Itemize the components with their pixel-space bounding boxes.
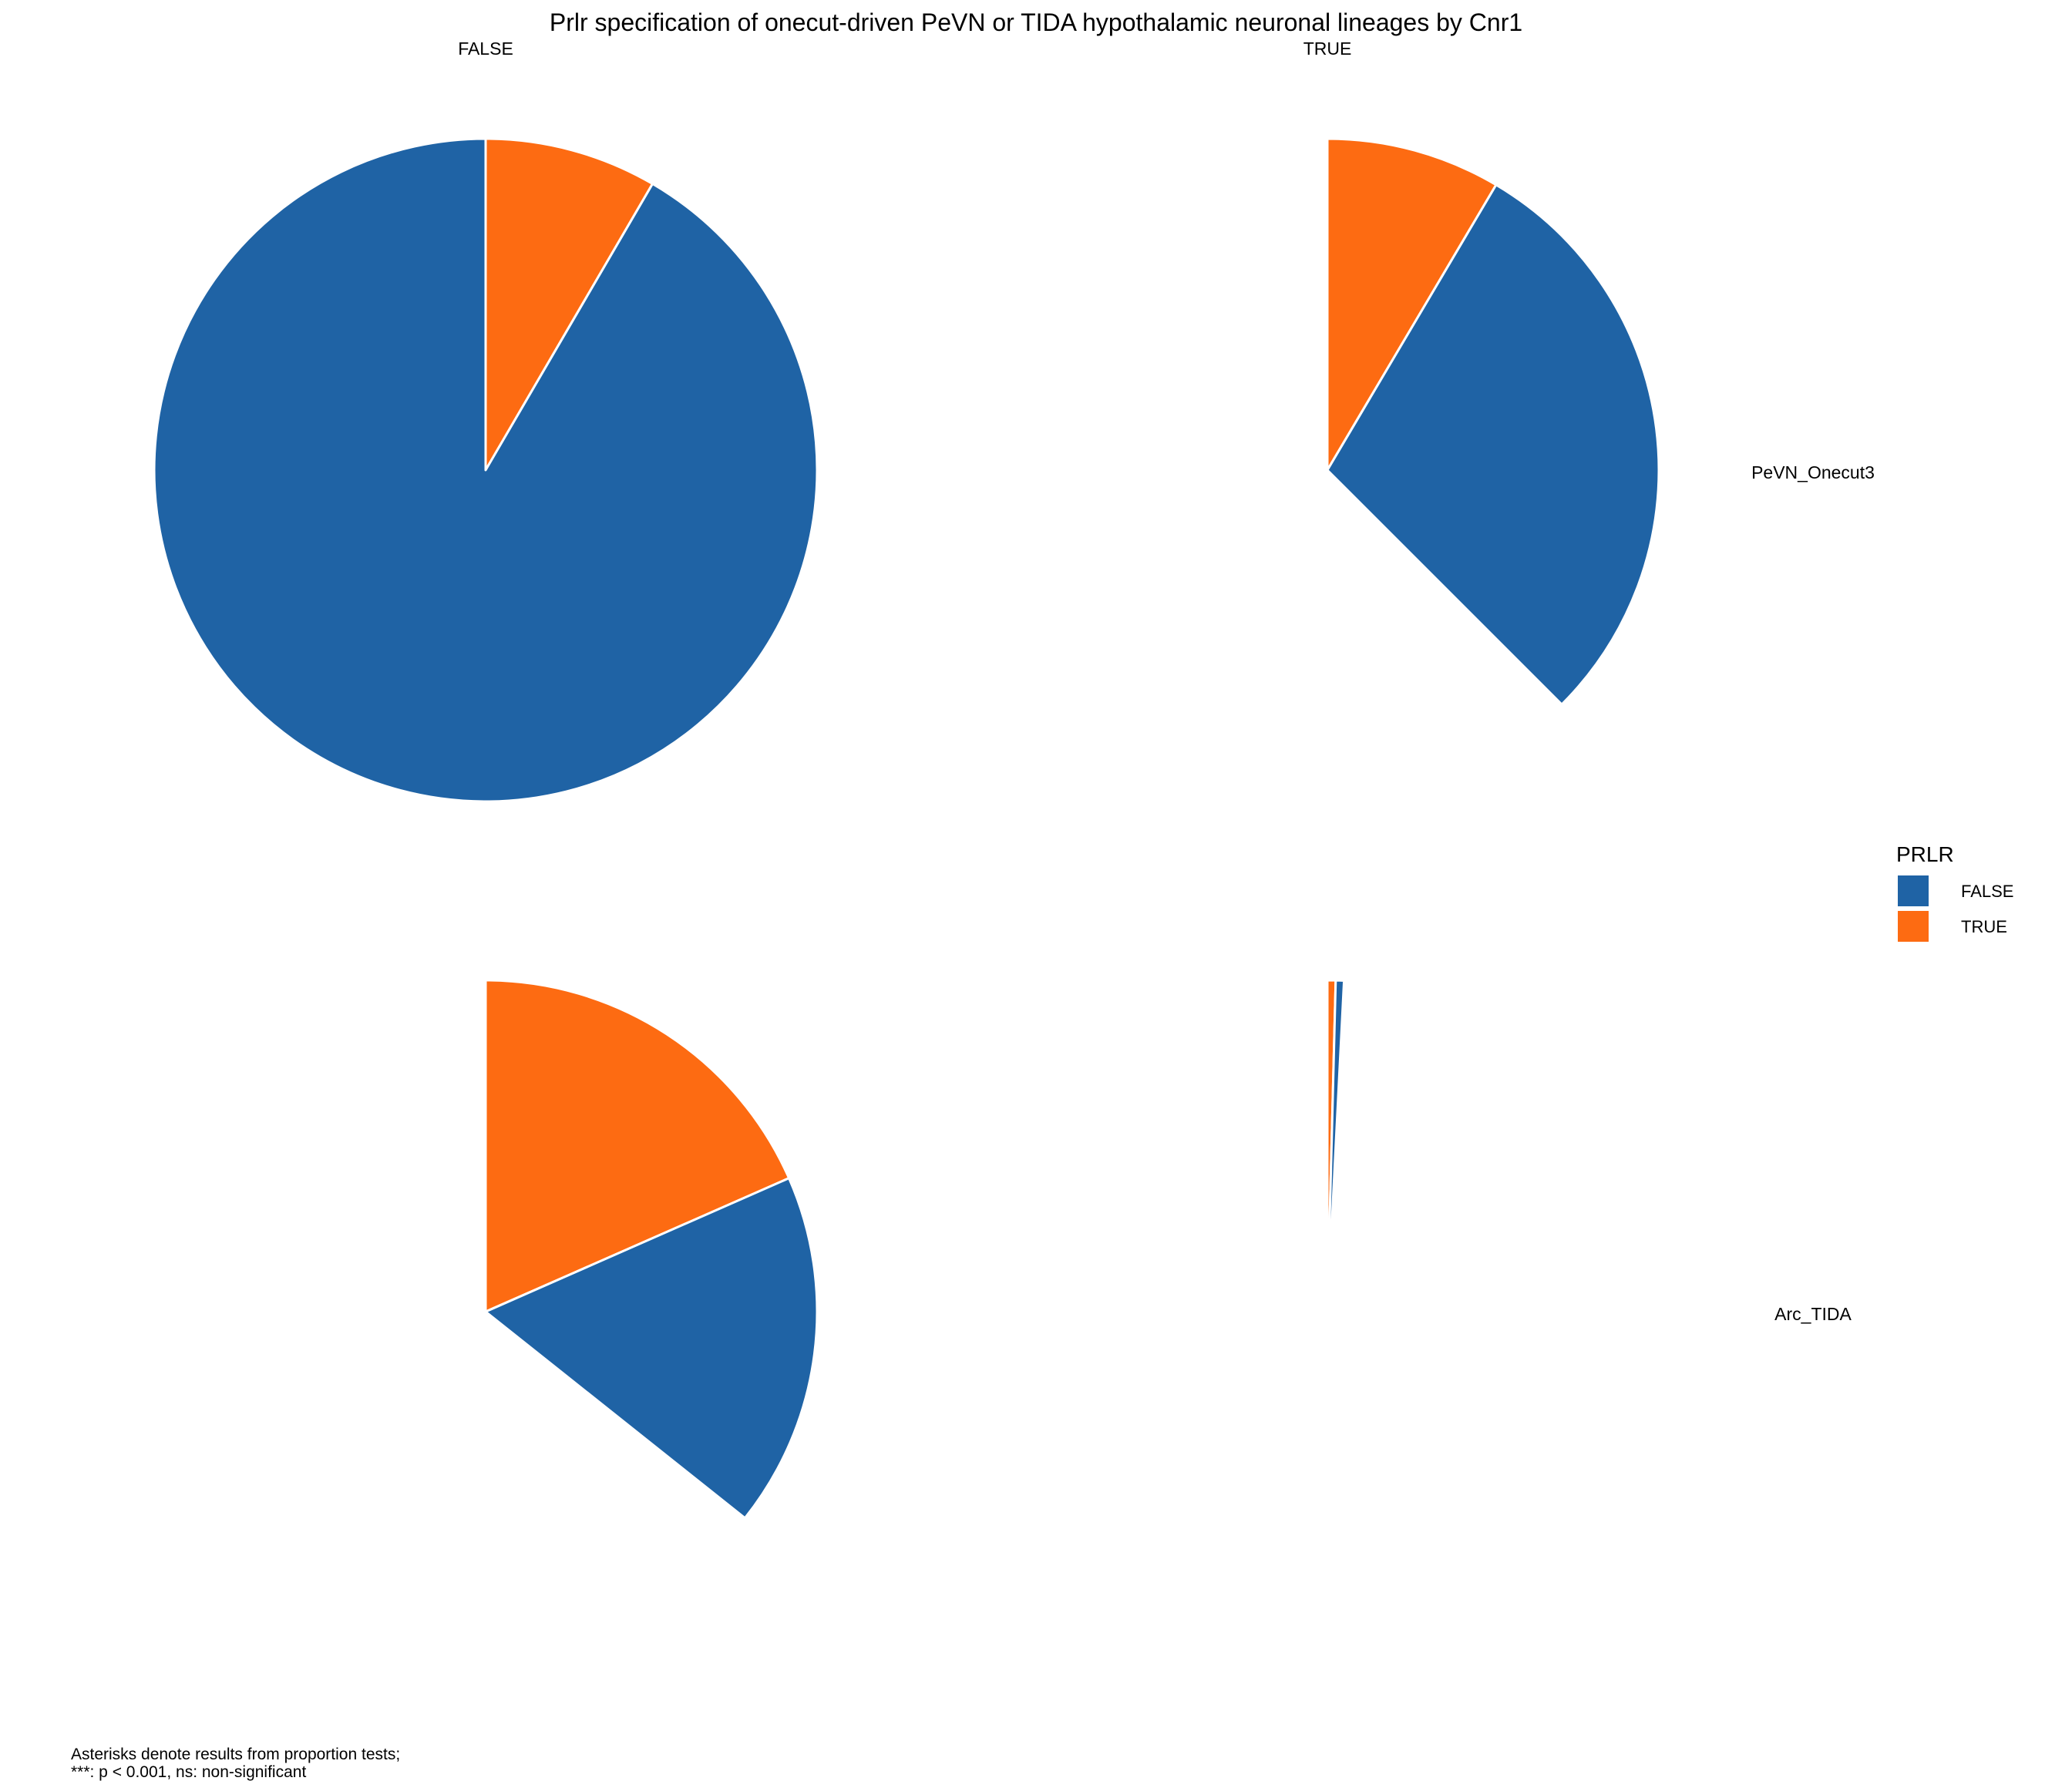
pie-slice-pevn-onecut3-true-false bbox=[1326, 183, 1660, 706]
facet-column-label-false: FALSE bbox=[458, 39, 513, 59]
legend-title: PRLR bbox=[1896, 842, 1954, 866]
chart-title: Prlr specification of onecut-driven PeVN… bbox=[550, 8, 1522, 36]
pie-slice-pevn-onecut3-false-true bbox=[484, 137, 654, 472]
chart-caption: Asterisks denote results from proportion… bbox=[71, 1746, 401, 1781]
pie-slice-pevn-onecut3-true-true bbox=[1326, 137, 1498, 472]
legend-key-true bbox=[1898, 911, 1929, 942]
legend-label-false: FALSE bbox=[1961, 882, 2013, 901]
legend: PRLR FALSE TRUE bbox=[1896, 842, 2013, 942]
facet-row-label-pevn: PeVN_Onecut3 bbox=[1751, 462, 1875, 482]
legend-label-true: TRUE bbox=[1961, 917, 2007, 936]
pie-slice-arc-tida-false-false bbox=[484, 1177, 819, 1520]
legend-key-false bbox=[1898, 875, 1929, 906]
pie-slice-arc-tida-true-false bbox=[1326, 979, 1346, 1313]
facet-row-label-arc: Arc_TIDA bbox=[1774, 1304, 1852, 1324]
facet-column-label-true: TRUE bbox=[1303, 39, 1352, 59]
pie-slice-arc-tida-false-true bbox=[484, 979, 791, 1313]
pie-slices bbox=[153, 137, 1660, 1520]
pie-slice-pevn-onecut3-false-false bbox=[153, 137, 819, 803]
